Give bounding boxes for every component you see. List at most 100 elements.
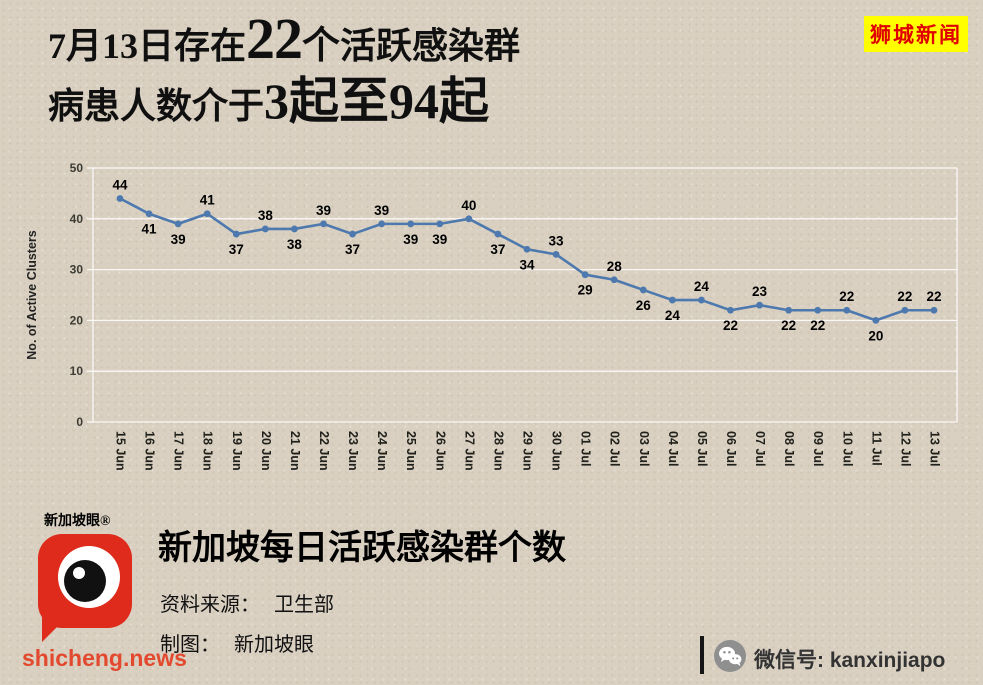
credit-value: 新加坡眼 bbox=[234, 634, 314, 656]
data-point bbox=[581, 271, 589, 279]
y-tick-label: 30 bbox=[70, 263, 84, 277]
x-tick-label: 03 Jul bbox=[637, 431, 651, 466]
data-label: 37 bbox=[490, 242, 505, 257]
site-watermark: shicheng.news bbox=[22, 645, 187, 671]
data-label: 39 bbox=[171, 232, 186, 247]
wechat-handle: 微信号: kanxinjiapo bbox=[754, 649, 946, 672]
logo-wordmark: 新加坡眼® bbox=[44, 514, 111, 529]
y-tick-label: 40 bbox=[70, 212, 84, 226]
y-tick-label: 20 bbox=[70, 313, 84, 327]
data-point bbox=[261, 225, 269, 233]
data-label: 28 bbox=[607, 259, 623, 274]
source-line: 资料来源： 卫生部 bbox=[160, 588, 334, 617]
data-label: 22 bbox=[810, 318, 825, 333]
data-label: 39 bbox=[316, 203, 331, 218]
wechat-icon bbox=[714, 640, 746, 672]
data-label: 41 bbox=[142, 222, 158, 237]
x-tick-label: 22 Jun bbox=[317, 431, 331, 471]
credit-label: 制图： bbox=[160, 634, 220, 656]
brand-badge: 狮城新闻 bbox=[864, 16, 968, 52]
data-label: 37 bbox=[345, 242, 360, 257]
x-tick-label: 06 Jul bbox=[724, 431, 738, 466]
headline-2-range: 3起至94起 bbox=[264, 73, 490, 129]
x-tick-label: 24 Jun bbox=[375, 431, 389, 471]
data-label: 22 bbox=[781, 318, 796, 333]
data-point bbox=[639, 286, 647, 294]
x-tick-label: 04 Jul bbox=[666, 431, 680, 466]
data-point bbox=[232, 230, 240, 238]
x-tick-label: 19 Jun bbox=[230, 431, 244, 471]
data-point bbox=[698, 296, 705, 304]
x-tick-label: 28 Jun bbox=[491, 431, 505, 471]
clusters-chart: 0 10 20 30 40 50 No. of Active Clusters 44 15 Ju… bbox=[25, 161, 958, 471]
data-point bbox=[465, 215, 473, 223]
data-label: 24 bbox=[694, 279, 710, 294]
data-label: 26 bbox=[636, 298, 652, 313]
source-value: 卫生部 bbox=[274, 594, 334, 616]
data-label: 22 bbox=[926, 289, 941, 304]
headline: 7月13日存在22个活跃感染群 病患人数介于3起至94起 bbox=[48, 8, 520, 132]
data-point bbox=[378, 220, 386, 228]
data-point bbox=[872, 317, 880, 324]
x-tick-label: 18 Jun bbox=[201, 431, 215, 471]
data-point bbox=[203, 210, 211, 218]
x-tick-label: 05 Jul bbox=[695, 431, 709, 466]
source-label: 资料来源： bbox=[160, 594, 260, 616]
x-tick-label: 20 Jun bbox=[259, 431, 273, 471]
x-tick-label: 13 Jul bbox=[928, 431, 942, 466]
data-label: 22 bbox=[839, 289, 854, 304]
data-point bbox=[320, 220, 327, 228]
data-label: 39 bbox=[374, 203, 389, 218]
data-label: 33 bbox=[549, 233, 565, 248]
x-tick-label: 01 Jul bbox=[579, 431, 593, 466]
data-label: 38 bbox=[258, 208, 274, 223]
x-tick-label: 09 Jul bbox=[811, 431, 825, 466]
data-label: 34 bbox=[519, 257, 535, 272]
data-point bbox=[523, 245, 531, 253]
x-tick-label: 23 Jun bbox=[346, 431, 360, 471]
chart-caption-title: 新加坡每日活跃感染群个数 bbox=[158, 530, 566, 567]
data-point bbox=[552, 250, 560, 258]
data-label: 40 bbox=[461, 198, 476, 213]
data-point bbox=[291, 225, 298, 233]
headline-1-classifier: 个 bbox=[302, 25, 341, 67]
logo-bubble-tail bbox=[42, 616, 68, 642]
x-tick-label: 08 Jul bbox=[782, 431, 796, 466]
x-tick-label: 30 Jun bbox=[550, 431, 564, 471]
data-point bbox=[494, 230, 502, 238]
xinjiapoyan-logo: 新加坡眼® bbox=[36, 510, 146, 650]
data-point bbox=[610, 276, 618, 284]
data-label: 29 bbox=[578, 283, 593, 298]
headline-2-pre: 病患人数介于 bbox=[48, 86, 265, 126]
x-tick-label: 26 Jun bbox=[433, 431, 447, 471]
data-point bbox=[814, 306, 822, 314]
headline-line-1: 7月13日存在22个活跃感染群 bbox=[48, 8, 520, 70]
eye-highlight bbox=[73, 567, 85, 579]
data-label: 22 bbox=[897, 289, 912, 304]
data-label: 44 bbox=[112, 177, 128, 192]
eye-pupil bbox=[64, 560, 106, 602]
data-point bbox=[901, 306, 909, 314]
data-label: 41 bbox=[200, 193, 216, 208]
y-axis-title: No. of Active Clusters bbox=[25, 230, 39, 359]
data-label: 20 bbox=[868, 328, 883, 343]
y-tick-label: 10 bbox=[70, 364, 84, 378]
x-tick-label: 02 Jul bbox=[608, 431, 622, 466]
data-label: 39 bbox=[403, 232, 418, 247]
logo-bubble bbox=[38, 534, 132, 642]
headline-1-pre: 7月13日存在 bbox=[48, 26, 247, 66]
x-tick-label: 27 Jun bbox=[462, 431, 476, 471]
x-tick-label: 10 Jul bbox=[840, 431, 854, 466]
vertical-divider bbox=[700, 636, 704, 674]
data-point bbox=[349, 230, 356, 238]
x-tick-label: 25 Jun bbox=[404, 431, 418, 471]
data-point bbox=[930, 306, 938, 314]
credit-line: 制图： 新加坡眼 bbox=[160, 628, 314, 657]
data-point bbox=[756, 301, 763, 309]
data-point bbox=[843, 306, 851, 314]
y-tick-label: 0 bbox=[76, 415, 83, 429]
x-tick-label: 12 Jul bbox=[898, 431, 912, 466]
data-point bbox=[727, 306, 734, 314]
x-tick-label: 21 Jun bbox=[288, 431, 302, 471]
